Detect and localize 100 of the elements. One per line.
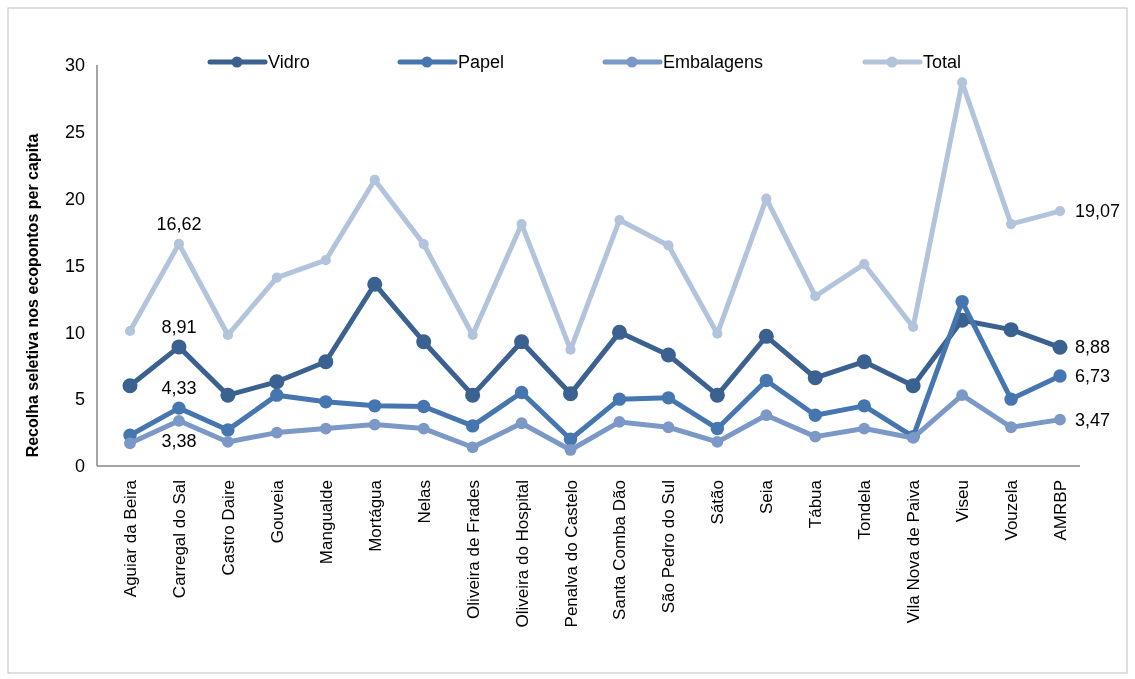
point [465, 387, 481, 403]
y-tick-label: 15 [64, 255, 85, 276]
point [466, 441, 479, 454]
point [859, 259, 870, 270]
point [613, 415, 626, 428]
x-tick-label: Castro Daire [218, 480, 238, 576]
data-label: 4,33 [161, 378, 197, 399]
point [465, 419, 480, 433]
point [368, 418, 381, 431]
x-tick-label: Vouzela [1002, 479, 1022, 541]
data-label: 16,62 [156, 213, 202, 234]
data-label: 3,38 [161, 430, 197, 451]
point [808, 408, 822, 422]
point [809, 430, 822, 443]
y-tick-label: 30 [64, 55, 85, 76]
point [1004, 392, 1018, 406]
point [418, 239, 429, 250]
point [709, 387, 725, 403]
point [173, 414, 185, 427]
point [514, 385, 529, 400]
data-label: 8,88 [1075, 337, 1111, 358]
legend-label: Embalagens [663, 52, 764, 73]
point [759, 373, 774, 388]
point [614, 214, 625, 226]
point [857, 399, 871, 413]
x-tick-label: Nelas [414, 480, 434, 524]
point [319, 422, 332, 435]
point [417, 422, 430, 435]
data-label: 3,47 [1075, 409, 1111, 430]
y-tick-label: 5 [74, 389, 85, 410]
point [856, 354, 872, 370]
x-tick-label: Tondela [855, 479, 875, 540]
point [222, 436, 234, 448]
point [220, 387, 236, 403]
point [515, 417, 528, 430]
point [563, 386, 579, 402]
point [269, 374, 285, 390]
point [172, 401, 186, 415]
point [955, 294, 969, 309]
x-tick-label: Seia [757, 479, 777, 515]
point [956, 389, 969, 402]
y-tick-label: 10 [64, 322, 85, 343]
point [1005, 421, 1017, 434]
x-tick-label: Carregal do Sal [169, 480, 189, 599]
y-axis-title: Recolha seletiva nos ecopontos per capita [24, 133, 41, 458]
y-tick-label: 25 [64, 122, 85, 143]
legend-label: Papel [458, 52, 505, 73]
point [122, 378, 138, 394]
legend-label: Total [923, 52, 962, 73]
point [416, 334, 432, 350]
y-tick-label: 20 [64, 188, 85, 209]
point [1054, 206, 1066, 217]
point [611, 324, 627, 340]
point [710, 421, 725, 436]
point [563, 432, 578, 446]
point [858, 422, 871, 435]
x-tick-label: Penalva do Castelo [561, 480, 581, 628]
x-tick-label: São Pedro do Sul [659, 480, 679, 614]
point [320, 255, 331, 266]
point [271, 272, 282, 283]
point [662, 421, 675, 434]
x-tick-label: Tábua [806, 479, 826, 529]
legend-label: Vidro [268, 52, 310, 73]
point [416, 399, 431, 414]
x-tick-label: AMRBP [1051, 480, 1070, 541]
y-tick-label: 0 [74, 456, 85, 477]
point [1052, 339, 1068, 355]
point [612, 392, 627, 406]
data-label: 19,07 [1075, 201, 1121, 222]
x-tick-label: Oliveira de Frades [463, 480, 483, 619]
point [270, 388, 284, 402]
x-tick-label: Mangualde [316, 480, 336, 565]
point [124, 325, 136, 337]
x-tick-label: Santa Comba Dão [610, 480, 630, 620]
point [905, 378, 921, 394]
point [318, 354, 334, 370]
point [1053, 369, 1067, 383]
point [810, 291, 821, 302]
point [760, 409, 773, 422]
point [319, 395, 333, 409]
point [171, 339, 187, 355]
data-label: 6,73 [1075, 366, 1111, 387]
point [711, 436, 724, 448]
point [1003, 322, 1019, 338]
point [661, 391, 676, 405]
point [660, 347, 676, 363]
x-tick-label: Oliveira do Hospital [512, 480, 532, 628]
point [270, 426, 283, 439]
x-tick-label: Gouveia [267, 479, 287, 544]
point [807, 370, 823, 386]
x-tick-label: Viseu [953, 480, 973, 523]
point [124, 437, 136, 450]
point [514, 334, 530, 350]
data-label: 8,91 [161, 316, 197, 337]
point [367, 276, 383, 292]
x-tick-label: Vila Nova de Paiva [904, 479, 924, 624]
point [221, 423, 235, 437]
point [663, 240, 674, 251]
x-tick-label: Mortágua [365, 479, 385, 552]
point [222, 329, 233, 341]
